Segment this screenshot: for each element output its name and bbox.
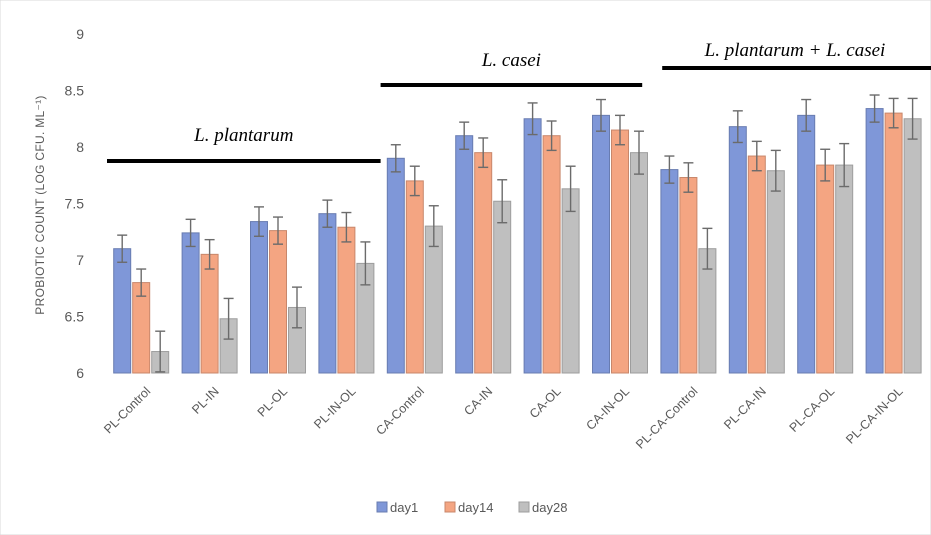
bar-day28: [630, 152, 648, 374]
bar-day14: [474, 152, 493, 374]
legend-label: day1: [390, 500, 418, 515]
group-annotation-label: L. plantarum: [193, 125, 293, 146]
bar-day1: [592, 114, 610, 374]
bar-day14: [611, 129, 629, 374]
bar-day1: [797, 114, 816, 374]
bar-day1: [455, 135, 474, 374]
y-tick-label: 7.5: [65, 196, 85, 212]
y-tick-label: 6.5: [65, 309, 85, 325]
y-tick-label: 9: [76, 26, 84, 42]
bar-day14: [405, 180, 424, 374]
bar-day1: [523, 118, 542, 374]
legend-swatch: [518, 501, 530, 513]
bar-day14: [269, 230, 287, 374]
bar-day14: [337, 226, 356, 374]
y-tick-label: 8: [76, 139, 84, 155]
group-annotation-label: L. casei: [481, 50, 541, 71]
bar-day1: [660, 169, 679, 374]
bar-day1: [386, 157, 405, 374]
bar-day14: [816, 164, 835, 374]
bar-day28: [561, 188, 580, 374]
bar-day28: [903, 118, 922, 374]
bar-day14: [200, 253, 219, 374]
bar-day28: [766, 170, 785, 374]
legend-swatch: [376, 501, 388, 513]
bar-day14: [747, 155, 766, 374]
y-tick-label: 6: [76, 365, 84, 381]
bar-day1: [865, 108, 884, 374]
bar-day28: [493, 200, 512, 374]
bar-day14: [679, 177, 698, 374]
legend-label: day28: [532, 500, 567, 515]
bar-day14: [884, 112, 903, 374]
legend-label: day14: [458, 500, 493, 515]
bar-day1: [113, 248, 132, 374]
bar-day1: [728, 126, 747, 374]
group-annotation-label: L. plantarum + L. casei: [704, 40, 886, 61]
legend: day1 day14 day28: [376, 500, 567, 515]
bars: [113, 94, 922, 374]
y-tick-label: 8.5: [65, 83, 85, 99]
bar-day1: [318, 213, 337, 374]
bar-day14: [542, 135, 561, 374]
y-tick-label: 7: [76, 252, 84, 268]
y-axis-label: PROBIOTIC COUNT (LOG CFU. ML⁻¹): [33, 95, 47, 314]
legend-swatch: [444, 501, 456, 513]
group-annotations: L. plantarum L. casei L. plantarum + L. ca…: [107, 40, 931, 163]
y-axis: 6 6.5 7 7.5 8 8.5 9: [65, 26, 85, 381]
bar-day1: [181, 232, 200, 374]
bar-day28: [424, 225, 443, 374]
bar-day1: [250, 221, 268, 374]
bar-day28: [835, 164, 854, 374]
